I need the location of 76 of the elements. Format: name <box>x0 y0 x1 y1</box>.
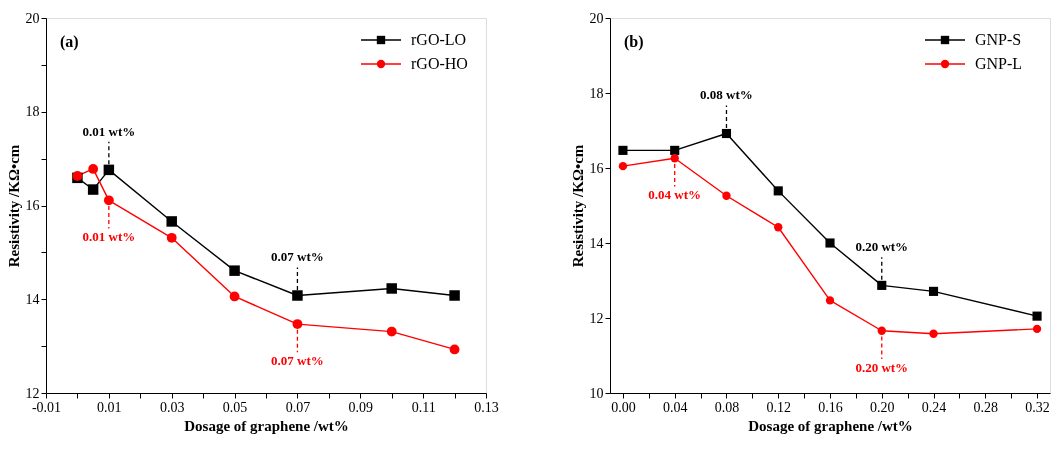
annotation: 0.07 wt% <box>271 353 324 369</box>
annotation: 0.01 wt% <box>82 229 136 245</box>
x-axis-title: Dosage of graphene /wt% <box>184 417 349 434</box>
x-tick-label: 0.03 <box>159 399 185 415</box>
point <box>721 128 732 139</box>
y-axis-title: Resistivity /KΩ•cm <box>569 144 586 268</box>
text: (b) <box>624 33 644 51</box>
y-tick-label: 12 <box>589 310 604 326</box>
point <box>825 238 835 248</box>
point <box>618 145 628 155</box>
annotation: 0.01 wt% <box>82 123 136 139</box>
point <box>774 223 783 232</box>
annotation: 0.08 wt% <box>700 87 753 103</box>
y-tick-label: 12 <box>25 385 40 401</box>
x-tick-label: 0.05 <box>222 399 248 415</box>
point <box>722 191 731 200</box>
point <box>877 280 887 290</box>
point <box>166 232 177 243</box>
y-tick-label: 20 <box>589 10 604 26</box>
legend-label: rGO-HO <box>411 55 468 72</box>
y-tick-label: 20 <box>25 10 40 26</box>
point <box>449 290 460 301</box>
legend-label: GNP-S <box>975 31 1022 48</box>
annotation: 0.20 wt% <box>855 359 909 375</box>
point <box>773 186 783 196</box>
point <box>87 184 99 195</box>
point <box>877 326 886 335</box>
x-tick-label: 0.28 <box>973 399 999 415</box>
point <box>386 326 397 337</box>
y-tick-label: 16 <box>589 160 604 176</box>
point <box>670 145 680 155</box>
x-tick-label: 0.08 <box>714 399 740 415</box>
point <box>229 291 240 302</box>
point <box>449 344 460 355</box>
point <box>825 296 835 305</box>
point <box>229 265 240 276</box>
point <box>166 216 177 227</box>
y-axis-title: Resistivity /KΩ•cm <box>5 144 22 268</box>
point <box>618 161 628 171</box>
x-tick-label: 0.07 <box>285 399 311 415</box>
x-tick-label: 0.01 <box>97 399 122 415</box>
x-tick-label: 0.09 <box>348 399 374 415</box>
x-tick-label: 0.12 <box>766 399 791 415</box>
point <box>1032 311 1042 321</box>
x-tick-label: -0.01 <box>31 399 62 415</box>
point <box>670 154 679 163</box>
x-tick-label: 0.20 <box>870 399 895 415</box>
legend-label: rGO-LO <box>411 31 467 48</box>
point <box>103 195 114 206</box>
y-tick-label: 18 <box>25 104 40 120</box>
point <box>292 319 303 329</box>
x-tick-label: 0.16 <box>818 399 843 415</box>
point <box>292 290 303 301</box>
y-tick-label: 14 <box>25 291 40 307</box>
x-axis-title: Dosage of graphene /wt% <box>748 417 913 434</box>
x-tick-label: 0.04 <box>662 399 688 415</box>
y-tick-label: 10 <box>589 385 604 401</box>
annotation: 0.20 wt% <box>855 239 909 255</box>
y-tick-label: 14 <box>589 235 604 251</box>
x-tick-label: 0.24 <box>921 399 947 415</box>
text: (a) <box>60 33 79 51</box>
x-tick-label: 0.11 <box>411 399 436 415</box>
annotation: 0.04 wt% <box>648 187 702 203</box>
y-tick-label: 18 <box>589 85 604 101</box>
y-tick-label: 16 <box>25 198 40 213</box>
legend-label: GNP-L <box>975 55 1023 72</box>
point <box>386 283 397 294</box>
point <box>103 164 115 176</box>
point <box>88 164 99 174</box>
point <box>929 329 938 338</box>
point <box>928 286 939 296</box>
x-tick-label: 0.32 <box>1025 399 1050 415</box>
point <box>1032 324 1042 334</box>
x-tick-label: 0.13 <box>474 399 499 415</box>
annotation: 0.07 wt% <box>271 249 324 265</box>
x-tick-label: 0.00 <box>611 399 636 415</box>
